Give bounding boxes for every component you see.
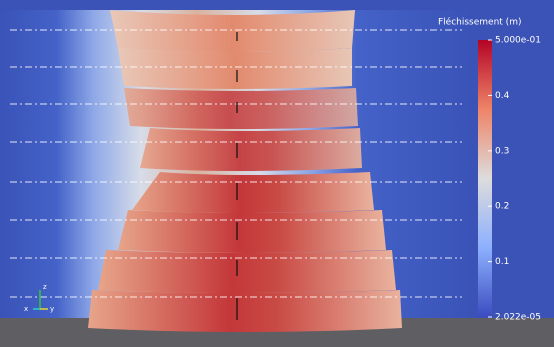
colorbar (478, 40, 492, 317)
tick-label: 0.2 (495, 202, 509, 212)
tick-label: 5.000e-01 (495, 36, 541, 46)
axes-triad: z x y (24, 283, 54, 313)
tick-label: 0.3 (495, 146, 509, 156)
tick-label: 2.022e-05 (495, 313, 541, 323)
axis-label: x (24, 305, 28, 313)
dash-lines (10, 29, 462, 298)
axis-label: y (50, 305, 54, 313)
colorbar-title: Fléchissement (m) (438, 17, 521, 28)
tick-label: 0.4 (495, 91, 510, 101)
axis-label: z (43, 283, 47, 291)
tick-label: 0.1 (495, 257, 509, 267)
